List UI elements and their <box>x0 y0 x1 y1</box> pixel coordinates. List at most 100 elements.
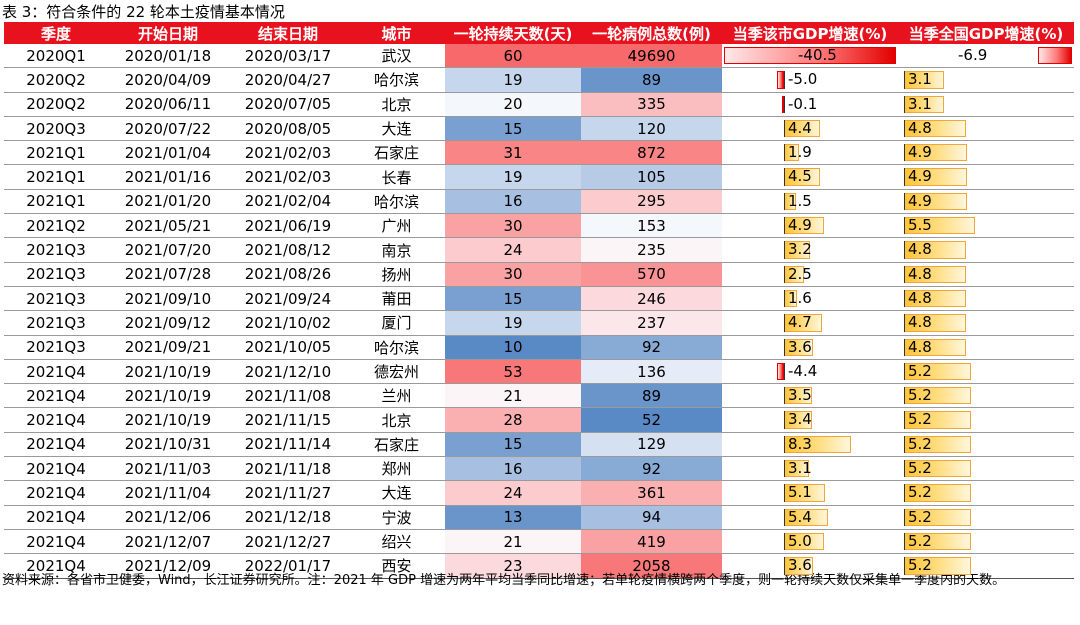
city-cell: 石家庄 <box>348 140 445 166</box>
city-cell: 长春 <box>348 164 445 190</box>
col-header-national-gdp-growth: 当季全国GDP增速(%) <box>898 22 1074 44</box>
national-gdp-value: 5.2 <box>908 507 932 526</box>
start-date-cell: 2021/12/06 <box>108 505 228 530</box>
quarter-cell: 2021Q3 <box>4 286 108 312</box>
city-gdp-cell: 3.6 <box>722 553 898 579</box>
city-cell: 南京 <box>348 237 445 263</box>
national-gdp-value: 4.8 <box>908 240 932 259</box>
city-gdp-value: 3.5 <box>788 386 812 405</box>
national-gdp-value: 4.8 <box>908 288 932 307</box>
start-date-cell: 2021/09/10 <box>108 286 228 312</box>
end-date-cell: 2020/03/17 <box>228 44 348 69</box>
table-row: 2021Q2 2021/05/21 2021/06/19 广州 30 153 4.9 5.5 <box>4 213 1074 239</box>
total-cases-cell: 237 <box>581 310 722 336</box>
end-date-cell: 2021/08/12 <box>228 237 348 263</box>
bar-axis <box>904 362 905 381</box>
bar-axis <box>784 314 785 332</box>
bar-axis <box>784 435 785 454</box>
city-gdp-value: 5.1 <box>788 483 812 502</box>
national-gdp-value: 5.2 <box>908 531 932 550</box>
duration-days-cell: 16 <box>445 189 581 215</box>
national-gdp-value: 4.8 <box>908 313 932 332</box>
col-header-start-date: 开始日期 <box>108 22 228 44</box>
bar-axis <box>904 435 905 454</box>
quarter-cell: 2020Q3 <box>4 116 108 142</box>
total-cases-value: 105 <box>637 168 666 187</box>
city-gdp-cell: 3.6 <box>722 335 898 360</box>
national-gdp-value: 5.2 <box>908 459 932 478</box>
national-gdp-value: 4.9 <box>908 191 932 210</box>
total-cases-cell: 92 <box>581 335 722 360</box>
table-row: 2021Q1 2021/01/16 2021/02/03 长春 19 105 4.5 4.9 <box>4 164 1074 190</box>
duration-days-value: 16 <box>503 192 523 211</box>
city-gdp-cell: 3.1 <box>722 456 898 482</box>
duration-days-cell: 19 <box>445 67 581 93</box>
city-cell: 厦门 <box>348 310 445 336</box>
table-row: 2021Q4 2021/10/31 2021/11/14 石家庄 15 129 8.3 5.2 <box>4 432 1074 458</box>
end-date-cell: 2021/12/10 <box>228 359 348 385</box>
city-cell: 郑州 <box>348 456 445 482</box>
bar-axis <box>784 289 785 308</box>
city-gdp-value: 4.4 <box>788 118 812 137</box>
start-date-cell: 2021/10/19 <box>108 359 228 385</box>
quarter-cell: 2021Q4 <box>4 505 108 530</box>
national-gdp-value: 5.5 <box>908 216 932 235</box>
national-gdp-value: 5.2 <box>908 434 932 453</box>
col-header-end-date: 结束日期 <box>228 22 348 44</box>
start-date-cell: 2021/10/31 <box>108 432 228 458</box>
duration-days-value: 24 <box>503 241 523 260</box>
quarter-cell: 2021Q1 <box>4 164 108 190</box>
city-gdp-cell: -40.5 <box>722 44 898 69</box>
duration-days-cell: 30 <box>445 262 581 287</box>
national-gdp-cell: -6.9 <box>898 44 1074 69</box>
national-gdp-cell: 5.2 <box>898 529 1074 555</box>
total-cases-value: 335 <box>637 95 666 114</box>
start-date-cell: 2020/01/18 <box>108 44 228 69</box>
duration-days-cell: 21 <box>445 529 581 555</box>
national-gdp-cell: 4.9 <box>898 164 1074 190</box>
bar-axis <box>784 532 785 551</box>
city-gdp-cell: -5.0 <box>722 67 898 93</box>
city-gdp-cell: 4.4 <box>722 116 898 142</box>
col-header-quarter: 季度 <box>4 22 108 44</box>
national-gdp-cell: 4.8 <box>898 286 1074 312</box>
city-cell: 宁波 <box>348 505 445 530</box>
national-gdp-value: 4.9 <box>908 143 932 162</box>
col-header-city: 城市 <box>348 22 445 44</box>
city-cell: 石家庄 <box>348 432 445 458</box>
city-cell: 莆田 <box>348 286 445 312</box>
city-gdp-cell: 5.1 <box>722 480 898 506</box>
quarter-cell: 2020Q2 <box>4 92 108 117</box>
national-gdp-cell: 5.2 <box>898 432 1074 458</box>
city-gdp-value: 1.9 <box>788 143 812 162</box>
city-gdp-cell: 4.9 <box>722 213 898 239</box>
bar-axis <box>784 241 785 259</box>
total-cases-value: 120 <box>637 119 666 138</box>
city-gdp-value: 4.7 <box>788 313 812 332</box>
city-cell: 北京 <box>348 407 445 433</box>
city-gdp-value: 1.6 <box>788 288 812 307</box>
bar-axis <box>784 484 785 502</box>
total-cases-cell: 89 <box>581 67 722 93</box>
duration-days-cell: 24 <box>445 480 581 506</box>
end-date-cell: 2020/04/27 <box>228 67 348 93</box>
city-cell: 德宏州 <box>348 359 445 385</box>
total-cases-value: 94 <box>641 508 662 527</box>
city-cell: 大连 <box>348 480 445 506</box>
duration-days-value: 20 <box>503 95 523 114</box>
bar-axis <box>784 411 785 429</box>
total-cases-cell: 419 <box>581 529 722 555</box>
city-gdp-value: 2.5 <box>788 264 812 283</box>
city-gdp-cell: 1.6 <box>722 286 898 312</box>
start-date-cell: 2021/01/04 <box>108 140 228 166</box>
duration-days-value: 30 <box>503 265 523 284</box>
table-row: 2021Q4 2021/10/19 2021/11/08 兰州 21 89 3.5 5.2 <box>4 383 1074 409</box>
table-row: 2021Q4 2021/11/04 2021/11/27 大连 24 361 5.1 5.2 <box>4 480 1074 506</box>
city-gdp-cell: -0.1 <box>722 92 898 117</box>
start-date-cell: 2021/07/20 <box>108 237 228 263</box>
duration-days-cell: 30 <box>445 213 581 239</box>
bar-axis <box>904 532 905 551</box>
duration-days-value: 21 <box>503 532 523 551</box>
national-gdp-value: 4.9 <box>908 167 932 186</box>
table-row: 2021Q3 2021/09/12 2021/10/02 厦门 19 237 4.7 4.8 <box>4 310 1074 336</box>
